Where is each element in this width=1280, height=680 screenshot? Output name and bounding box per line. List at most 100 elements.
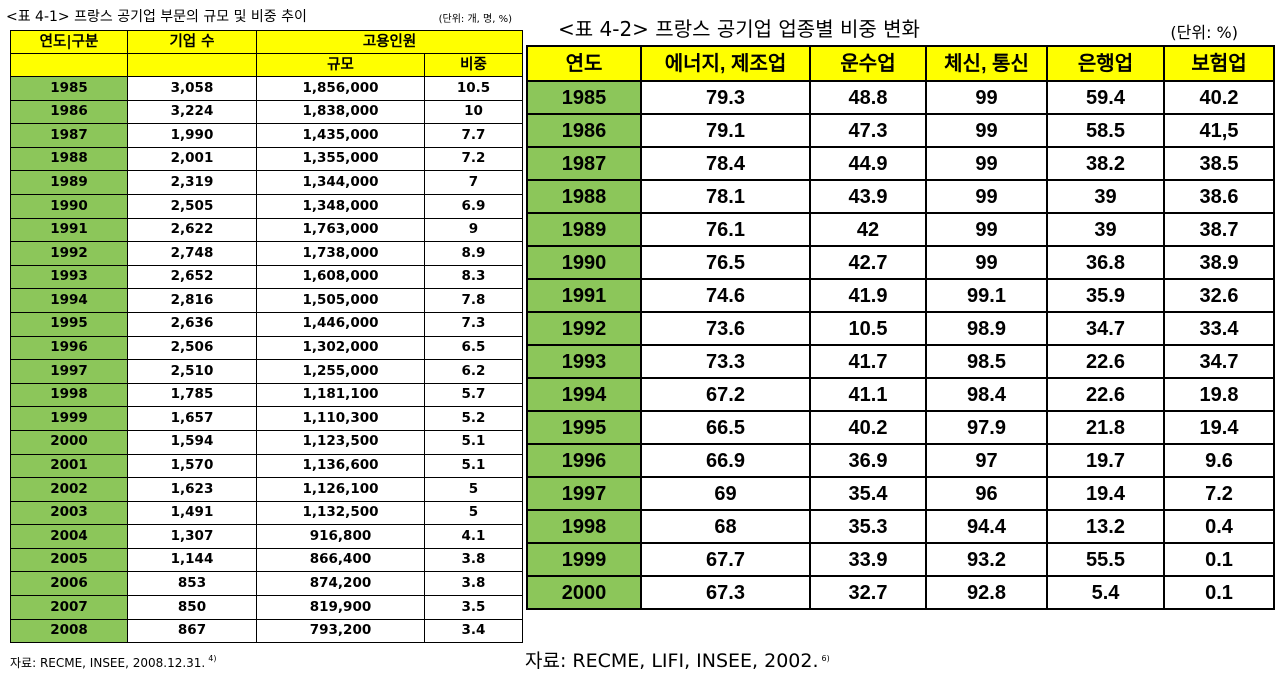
cell-share: 3.8: [424, 547, 523, 573]
cell-firms: 2,816: [127, 288, 257, 313]
cell-size: 1,505,000: [256, 288, 425, 313]
cell-transport: 48.8: [809, 80, 927, 115]
table-row: 1993 73.3 41.7 98.5 22.6 34.7: [526, 344, 1275, 379]
cell-banking: 22.6: [1046, 344, 1165, 379]
cell-size: 1,348,000: [256, 193, 425, 219]
header-empty: [10, 53, 128, 77]
table-header-row: 연도|구분 기업 수 고용인원: [10, 30, 523, 54]
source-text: 자료: RECME, LIFI, INSEE, 2002.: [525, 650, 819, 672]
cell-insurance: 38.6: [1163, 179, 1275, 214]
cell-size: 1,255,000: [256, 359, 425, 384]
cell-year: 1993: [10, 264, 128, 290]
header-empty: [127, 53, 257, 77]
table-4-1-source: 자료: RECME, INSEE, 2008.12.31. 4): [10, 654, 216, 671]
cell-banking: 13.2: [1046, 509, 1165, 544]
cell-banking: 36.8: [1046, 245, 1165, 280]
cell-year: 1997: [10, 359, 128, 384]
table-row: 1988 2,001 1,355,000 7.2: [10, 146, 523, 172]
cell-share: 7.2: [424, 146, 523, 172]
cell-size: 1,355,000: [256, 146, 425, 172]
cell-energy-manufacturing: 68: [640, 509, 811, 544]
table-row: 2003 1,491 1,132,500 5: [10, 500, 523, 526]
table-row: 2006 853 874,200 3.8: [10, 571, 523, 597]
cell-firms: 2,506: [127, 335, 257, 361]
cell-size: 1,126,100: [256, 477, 425, 502]
cell-post-telecom: 93.2: [925, 542, 1048, 577]
cell-insurance: 38.5: [1163, 146, 1275, 181]
cell-firms: 1,594: [127, 429, 257, 455]
cell-year: 1990: [10, 193, 128, 219]
table-4-1-unit: (단위: 개, 명, %): [438, 14, 512, 25]
cell-insurance: 9.6: [1163, 443, 1275, 478]
cell-share: 3.5: [424, 595, 523, 620]
cell-firms: 1,570: [127, 453, 257, 479]
header-year: 연도: [526, 45, 642, 82]
cell-size: 1,763,000: [256, 217, 425, 243]
cell-transport: 35.4: [809, 476, 927, 511]
cell-energy-manufacturing: 73.6: [640, 311, 811, 346]
cell-insurance: 33.4: [1163, 311, 1275, 346]
table-row: 1996 66.9 36.9 97 19.7 9.6: [526, 443, 1275, 478]
table-row: 1987 78.4 44.9 99 38.2 38.5: [526, 146, 1275, 181]
cell-transport: 33.9: [809, 542, 927, 577]
table-row: 1991 2,622 1,763,000 9: [10, 217, 523, 243]
cell-post-telecom: 99.1: [925, 278, 1048, 313]
cell-year: 1998: [10, 382, 128, 408]
cell-year: 1991: [526, 278, 642, 313]
cell-transport: 47.3: [809, 113, 927, 148]
cell-size: 1,123,500: [256, 429, 425, 455]
cell-insurance: 7.2: [1163, 476, 1275, 511]
cell-size: 1,132,500: [256, 500, 425, 526]
cell-share: 8.9: [424, 241, 523, 266]
cell-share: 7.8: [424, 288, 523, 313]
cell-year: 1994: [10, 288, 128, 313]
table-row: 1992 2,748 1,738,000 8.9: [10, 241, 523, 266]
header-insurance: 보험업: [1163, 45, 1275, 82]
cell-share: 5: [424, 500, 523, 526]
header-post-telecom: 체신, 통신: [925, 45, 1048, 82]
table-row: 2001 1,570 1,136,600 5.1: [10, 453, 523, 479]
cell-energy-manufacturing: 76.5: [640, 245, 811, 280]
cell-insurance: 32.6: [1163, 278, 1275, 313]
cell-firms: 867: [127, 618, 257, 644]
cell-year: 1985: [10, 76, 128, 101]
table-4-1-panel: <표 4-1> 프랑스 공기업 부문의 규모 및 비중 추이 (단위: 개, 명…: [6, 4, 523, 676]
cell-post-telecom: 99: [925, 179, 1048, 214]
table-4-2-panel: <표 4-2> 프랑스 공기업 업종별 비중 변화 (단위: %) 연도 에너지,…: [520, 4, 1280, 676]
cell-post-telecom: 99: [925, 80, 1048, 115]
cell-firms: 2,622: [127, 217, 257, 243]
cell-energy-manufacturing: 67.2: [640, 377, 811, 412]
cell-year: 1987: [526, 146, 642, 181]
source-text: 자료: RECME, INSEE, 2008.12.31.: [10, 656, 206, 670]
cell-share: 4.1: [424, 524, 523, 549]
cell-year: 1986: [526, 113, 642, 148]
cell-post-telecom: 98.4: [925, 377, 1048, 412]
cell-insurance: 38.9: [1163, 245, 1275, 280]
cell-year: 1999: [10, 406, 128, 431]
cell-post-telecom: 94.4: [925, 509, 1048, 544]
cell-firms: 2,001: [127, 146, 257, 172]
table-row: 1989 76.1 42 99 39 38.7: [526, 212, 1275, 247]
cell-year: 2004: [10, 524, 128, 549]
table-row: 1998 68 35.3 94.4 13.2 0.4: [526, 509, 1275, 544]
table-row: 2000 1,594 1,123,500 5.1: [10, 429, 523, 455]
cell-size: 866,400: [256, 547, 425, 573]
cell-firms: 850: [127, 595, 257, 620]
cell-size: 1,838,000: [256, 99, 425, 125]
header-year: 연도|구분: [10, 30, 128, 54]
cell-share: 10.5: [424, 76, 523, 101]
cell-year: 1989: [526, 212, 642, 247]
cell-insurance: 19.8: [1163, 377, 1275, 412]
cell-share: 7: [424, 170, 523, 195]
cell-share: 5.2: [424, 406, 523, 431]
table-row: 2008 867 793,200 3.4: [10, 618, 523, 644]
cell-energy-manufacturing: 66.9: [640, 443, 811, 478]
table-4-1-title: <표 4-1> 프랑스 공기업 부문의 규모 및 비중 추이: [6, 9, 307, 25]
cell-firms: 1,144: [127, 547, 257, 573]
cell-post-telecom: 98.5: [925, 344, 1048, 379]
cell-banking: 58.5: [1046, 113, 1165, 148]
cell-post-telecom: 97.9: [925, 410, 1048, 445]
cell-transport: 10.5: [809, 311, 927, 346]
table-row: 2004 1,307 916,800 4.1: [10, 524, 523, 549]
table-row: 1993 2,652 1,608,000 8.3: [10, 264, 523, 290]
